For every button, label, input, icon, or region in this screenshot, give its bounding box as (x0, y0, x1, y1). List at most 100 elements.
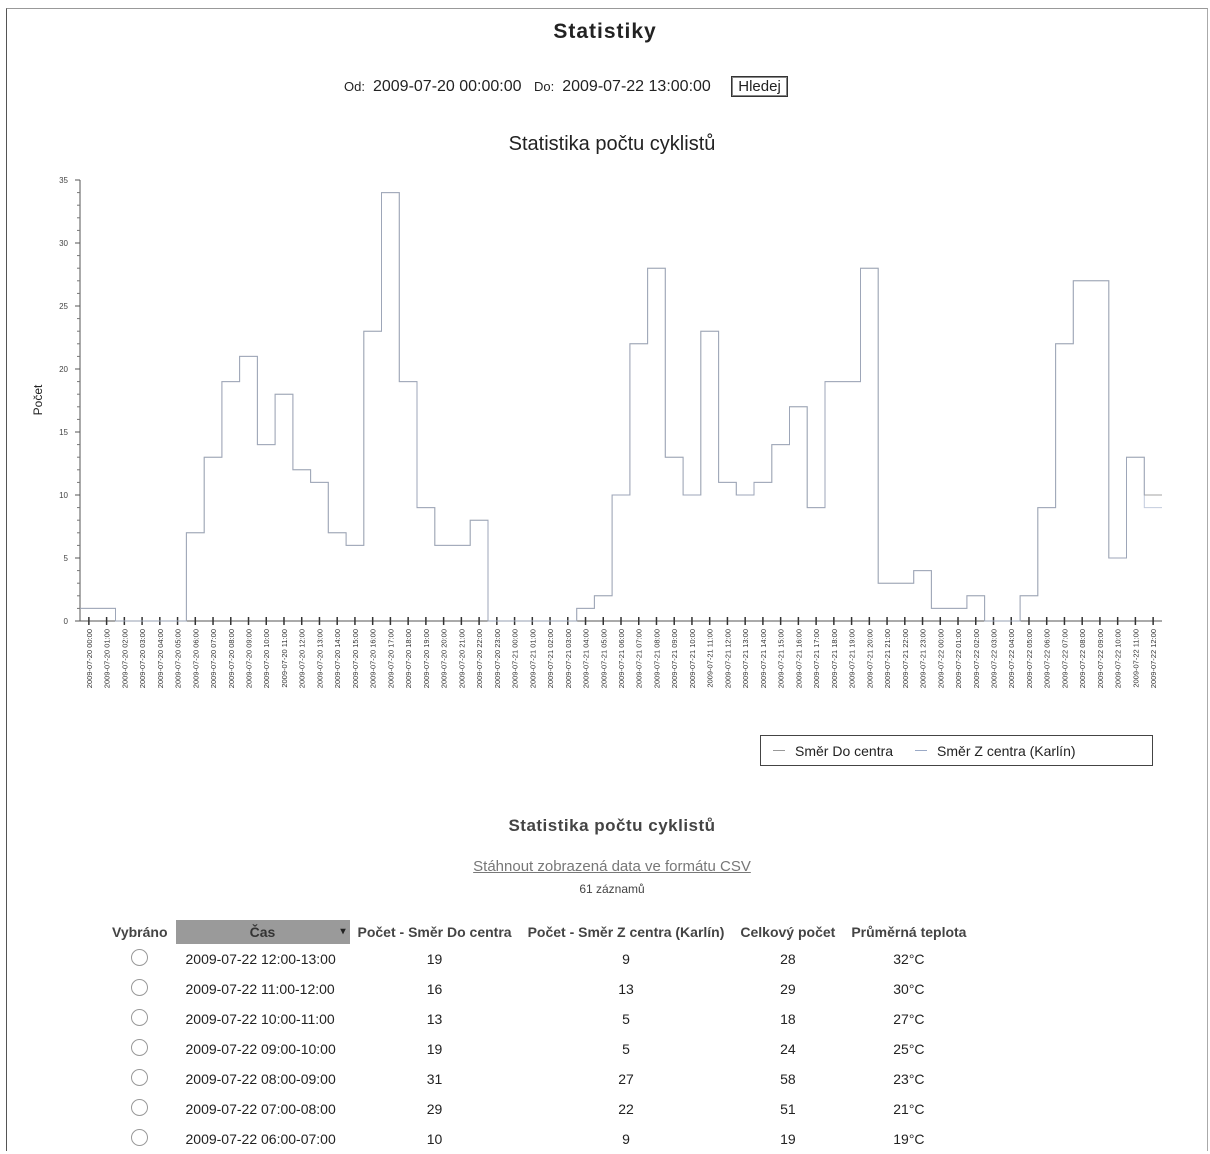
x-tick-label: 2009-07-22 11:00 (1131, 629, 1140, 688)
page-title: Statistiky (553, 20, 657, 43)
x-tick-label: 2009-07-22 05:00 (1025, 629, 1034, 688)
y-tick-label: 10 (59, 491, 68, 500)
stats-table: Vybráno Čas ▾ Počet - Směr Do centra Poče… (104, 920, 974, 1154)
x-tick-label: 2009-07-22 10:00 (1114, 629, 1123, 688)
x-tick-label: 2009-07-20 06:00 (191, 629, 200, 688)
table-row[interactable]: 2009-07-22 10:00-11:00 13 5 18 27°C (104, 1004, 974, 1034)
y-tick-label: 5 (64, 554, 69, 563)
x-tick-label: 2009-07-21 09:00 (670, 629, 679, 688)
row-time: 2009-07-22 09:00-10:00 (185, 1041, 336, 1057)
table-row[interactable]: 2009-07-22 07:00-08:00 29 22 51 21°C (104, 1094, 974, 1124)
chart-title: Statistika počtu cyklistů (508, 133, 716, 155)
radio-button[interactable] (131, 1129, 149, 1146)
header-from-center[interactable]: Počet - Směr Z centra (Karlín) (527, 924, 725, 940)
table-row[interactable]: 2009-07-22 12:00-13:00 19 9 28 32°C (104, 944, 974, 974)
x-tick-label: 2009-07-20 17:00 (386, 629, 395, 688)
row-to-center: 19 (426, 951, 443, 967)
x-tick-label: 2009-07-21 15:00 (777, 629, 786, 688)
from-label: Od: (344, 79, 365, 94)
x-tick-label: 2009-07-21 08:00 (652, 629, 661, 688)
csv-download-link[interactable]: Stáhnout zobrazená data ve formátu CSV (473, 858, 751, 875)
legend-label-to-center: Směr Do centra (795, 742, 894, 759)
row-select-cell (104, 944, 176, 974)
series-line-from-center (80, 192, 1162, 622)
row-temperature: 25°C (893, 1041, 925, 1057)
x-tick-label: 2009-07-20 20:00 (440, 629, 449, 688)
x-tick-label: 2009-07-21 13:00 (741, 629, 750, 688)
x-tick-label: 2009-07-21 19:00 (848, 629, 857, 688)
page-frame (6, 8, 1208, 1151)
date-filter: Od: 2009-07-20 00:00:00 Do: 2009-07-22 13:… (344, 76, 788, 97)
x-tick-label: 2009-07-21 21:00 (883, 629, 892, 688)
row-time: 2009-07-22 10:00-11:00 (185, 1011, 335, 1027)
x-tick-label: 2009-07-21 18:00 (830, 629, 839, 688)
x-tick-label: 2009-07-21 12:00 (723, 629, 732, 688)
legend-label-from-center: Směr Z centra (Karlín) (937, 742, 1076, 759)
x-tick-label: 2009-07-20 03:00 (138, 629, 147, 688)
row-select-cell (104, 1004, 176, 1034)
x-tick-label: 2009-07-21 20:00 (865, 629, 874, 688)
radio-button[interactable] (131, 1099, 149, 1116)
row-select-cell (104, 1034, 176, 1064)
radio-button[interactable] (131, 1069, 149, 1086)
x-tick-label: 2009-07-20 14:00 (333, 629, 342, 688)
x-tick-label: 2009-07-20 04:00 (156, 629, 165, 688)
row-from-center: 9 (622, 1131, 630, 1147)
x-tick-label: 2009-07-22 07:00 (1060, 629, 1069, 688)
row-to-center: 19 (426, 1041, 443, 1057)
to-date-value[interactable]: 2009-07-22 13:00:00 (562, 78, 711, 95)
row-from-center: 5 (622, 1041, 630, 1057)
y-tick-label: 15 (59, 428, 68, 437)
x-tick-label: 2009-07-21 02:00 (546, 629, 555, 688)
y-tick-label: 20 (59, 365, 68, 374)
x-tick-label: 2009-07-20 22:00 (475, 629, 484, 688)
x-tick-label: 2009-07-21 01:00 (528, 629, 537, 688)
x-tick-label: 2009-07-20 23:00 (493, 629, 502, 688)
legend-swatch-to-center (773, 750, 785, 751)
x-tick-label: 2009-07-21 14:00 (759, 629, 768, 688)
x-tick-label: 2009-07-21 05:00 (599, 629, 608, 688)
to-label: Do: (534, 79, 555, 94)
header-time-label: Čas (249, 924, 276, 940)
row-to-center: 10 (426, 1131, 443, 1147)
x-tick-label: 2009-07-20 01:00 (103, 629, 112, 688)
header-total[interactable]: Celkový počet (740, 924, 836, 940)
radio-button[interactable] (131, 1009, 149, 1026)
radio-button[interactable] (131, 1039, 149, 1056)
row-total: 24 (780, 1041, 796, 1057)
header-to-center[interactable]: Počet - Směr Do centra (357, 924, 512, 940)
row-total: 28 (780, 951, 796, 967)
x-tick-label: 2009-07-22 12:00 (1149, 629, 1158, 688)
row-total: 18 (780, 1011, 796, 1027)
header-temperature[interactable]: Průměrná teplota (851, 924, 967, 940)
row-temperature: 30°C (893, 981, 925, 997)
x-tick-label: 2009-07-22 09:00 (1096, 629, 1105, 688)
row-time: 2009-07-22 07:00-08:00 (185, 1101, 336, 1117)
table-row[interactable]: 2009-07-22 06:00-07:00 10 9 19 19°C (104, 1124, 974, 1154)
x-tick-label: 2009-07-22 04:00 (1007, 629, 1016, 688)
series-line-to-center (80, 192, 1162, 622)
x-tick-label: 2009-07-21 00:00 (511, 629, 520, 688)
x-tick-label: 2009-07-20 08:00 (227, 629, 236, 688)
row-temperature: 21°C (893, 1101, 925, 1117)
row-from-center: 22 (618, 1101, 634, 1117)
from-date-value[interactable]: 2009-07-20 00:00:00 (372, 78, 522, 95)
legend-item-to-center: Směr Do centra (773, 743, 893, 759)
row-select-cell (104, 1094, 176, 1124)
table-title: Statistika počtu cyklistů (508, 816, 716, 835)
header-time[interactable]: Čas ▾ (175, 920, 350, 944)
radio-button[interactable] (131, 949, 149, 966)
radio-button[interactable] (131, 979, 149, 996)
table-row[interactable]: 2009-07-22 09:00-10:00 19 5 24 25°C (104, 1034, 974, 1064)
y-tick-label: 0 (64, 617, 69, 626)
search-button[interactable]: Hledej (731, 76, 788, 97)
row-from-center: 5 (622, 1011, 630, 1027)
table-row[interactable]: 2009-07-22 08:00-09:00 31 27 58 23°C (104, 1064, 974, 1094)
x-tick-label: 2009-07-21 22:00 (901, 629, 910, 688)
x-tick-label: 2009-07-22 03:00 (989, 629, 998, 688)
row-temperature: 27°C (893, 1011, 925, 1027)
row-temperature: 23°C (893, 1071, 925, 1087)
table-row[interactable]: 2009-07-22 11:00-12:00 16 13 29 30°C (104, 974, 974, 1004)
row-temperature: 19°C (893, 1131, 925, 1147)
row-select-cell (104, 1064, 176, 1094)
